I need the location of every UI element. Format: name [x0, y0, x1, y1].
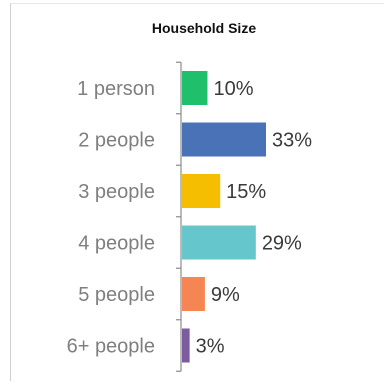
bar — [182, 328, 190, 363]
data-label: 3% — [196, 336, 225, 358]
data-label: 33% — [272, 130, 312, 152]
bar — [182, 71, 208, 105]
category-label: 5 people — [78, 284, 155, 306]
category-label: 4 people — [78, 233, 155, 255]
category-label: 2 people — [78, 130, 155, 152]
category-label: 3 people — [78, 181, 155, 203]
bar — [182, 225, 256, 260]
category-label: 6+ people — [67, 336, 155, 358]
category-axis: 1 person 2 people 3 people 4 people 5 people… — [67, 61, 182, 372]
data-label: 9% — [211, 284, 240, 306]
chart-frame — [10, 3, 384, 381]
data-label: 15% — [226, 181, 266, 203]
bars: 10% 33% 15% 29% 9% 3% — [182, 71, 312, 363]
bar — [182, 122, 266, 157]
chart-title: Household Size — [152, 20, 256, 36]
data-label: 10% — [213, 78, 253, 100]
category-label: 1 person — [77, 78, 155, 100]
bar — [182, 174, 221, 208]
bar — [182, 277, 205, 311]
data-label: 29% — [262, 233, 302, 255]
